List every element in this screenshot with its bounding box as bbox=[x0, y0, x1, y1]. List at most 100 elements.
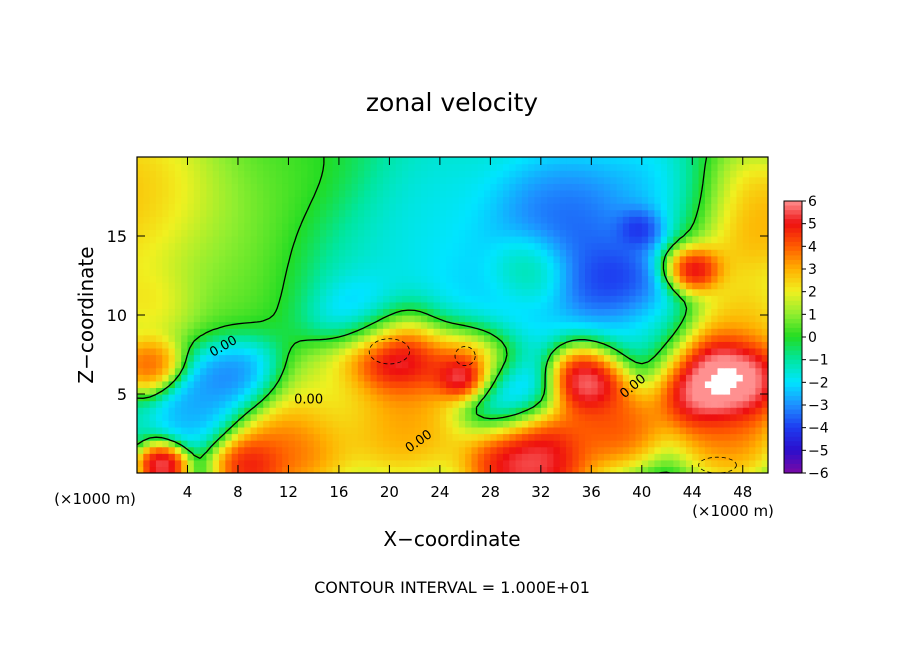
field-cell bbox=[610, 170, 618, 178]
field-cell bbox=[603, 387, 611, 395]
field-cell bbox=[490, 183, 498, 191]
field-cell bbox=[629, 163, 637, 171]
field-cell bbox=[181, 446, 189, 454]
field-cell bbox=[446, 354, 454, 362]
field-cell bbox=[685, 236, 693, 244]
field-cell bbox=[338, 315, 346, 323]
field-cell bbox=[502, 216, 510, 224]
field-cell bbox=[578, 361, 586, 369]
field-cell bbox=[237, 446, 245, 454]
field-cell bbox=[357, 328, 365, 336]
field-cell bbox=[187, 420, 195, 428]
field-cell bbox=[723, 341, 731, 349]
field-cell bbox=[313, 446, 321, 454]
field-cell bbox=[137, 249, 144, 257]
field-cell bbox=[370, 367, 378, 375]
field-cell bbox=[622, 255, 630, 263]
field-cell bbox=[452, 229, 460, 237]
field-cell bbox=[622, 466, 630, 473]
field-cell bbox=[200, 203, 208, 211]
field-cell bbox=[282, 334, 290, 342]
field-cell bbox=[193, 163, 201, 171]
field-cell bbox=[540, 236, 548, 244]
field-cell bbox=[471, 295, 479, 303]
field-cell bbox=[521, 163, 529, 171]
field-cell bbox=[591, 459, 599, 468]
field-cell bbox=[301, 183, 308, 191]
field-cell bbox=[137, 387, 144, 395]
field-cell bbox=[338, 321, 346, 329]
field-cell bbox=[490, 426, 498, 435]
field-cell bbox=[187, 196, 195, 204]
field-cell bbox=[383, 453, 390, 461]
field-cell bbox=[345, 413, 353, 421]
field-cell bbox=[155, 275, 163, 283]
field-cell bbox=[187, 216, 195, 224]
field-cell bbox=[326, 196, 334, 204]
field-cell bbox=[244, 176, 252, 184]
field-cell bbox=[521, 282, 529, 290]
field-cell bbox=[711, 400, 719, 408]
field-cell bbox=[559, 255, 567, 263]
field-cell bbox=[534, 367, 542, 375]
field-cell bbox=[654, 361, 662, 369]
field-cell bbox=[181, 222, 189, 231]
field-cell bbox=[641, 176, 649, 184]
field-cell bbox=[301, 308, 308, 316]
field-cell bbox=[357, 288, 365, 296]
field-cell bbox=[553, 321, 561, 329]
field-cell bbox=[679, 420, 687, 428]
field-cell bbox=[490, 163, 498, 171]
field-cell bbox=[307, 407, 315, 415]
x-tick-label: 16 bbox=[329, 483, 348, 501]
field-cell bbox=[149, 262, 157, 270]
field-cell bbox=[212, 315, 220, 323]
field-cell bbox=[187, 334, 195, 342]
field-cell bbox=[635, 282, 643, 290]
field-cell bbox=[515, 183, 523, 191]
field-cell bbox=[477, 308, 485, 316]
field-cell bbox=[648, 262, 656, 270]
field-cell bbox=[559, 295, 567, 303]
field-cell bbox=[730, 176, 738, 184]
field-cell bbox=[345, 308, 353, 316]
field-cell bbox=[641, 400, 649, 408]
field-cell bbox=[446, 295, 454, 303]
field-cell bbox=[288, 282, 296, 290]
colorbar-tick-label: −1 bbox=[808, 353, 829, 369]
field-cell bbox=[212, 196, 220, 204]
field-cell bbox=[275, 183, 283, 191]
field-cell bbox=[389, 426, 397, 435]
field-cell bbox=[496, 176, 504, 184]
field-cell bbox=[200, 367, 208, 375]
field-cell bbox=[181, 242, 189, 250]
field-cell bbox=[244, 367, 252, 375]
field-cell bbox=[547, 361, 555, 369]
field-cell bbox=[162, 189, 170, 198]
field-cell bbox=[244, 189, 252, 198]
field-cell bbox=[534, 242, 542, 250]
field-cell bbox=[307, 268, 315, 277]
field-cell bbox=[364, 413, 372, 421]
field-cell bbox=[433, 380, 441, 389]
field-cell bbox=[635, 446, 643, 454]
field-cell bbox=[319, 176, 327, 184]
field-cell bbox=[502, 209, 510, 217]
field-cell bbox=[484, 203, 491, 211]
field-cell bbox=[559, 236, 567, 244]
field-cell bbox=[742, 268, 750, 277]
field-cell bbox=[723, 242, 731, 250]
field-cell bbox=[692, 203, 700, 211]
field-cell bbox=[219, 157, 226, 165]
field-cell bbox=[559, 466, 567, 473]
field-cell bbox=[458, 170, 466, 178]
field-cell bbox=[553, 420, 561, 428]
field-cell bbox=[704, 440, 712, 448]
field-cell bbox=[389, 407, 397, 415]
field-cell bbox=[326, 288, 334, 296]
field-cell bbox=[673, 229, 681, 237]
field-cell bbox=[648, 183, 656, 191]
field-cell bbox=[540, 222, 548, 231]
field-cell bbox=[698, 295, 706, 303]
